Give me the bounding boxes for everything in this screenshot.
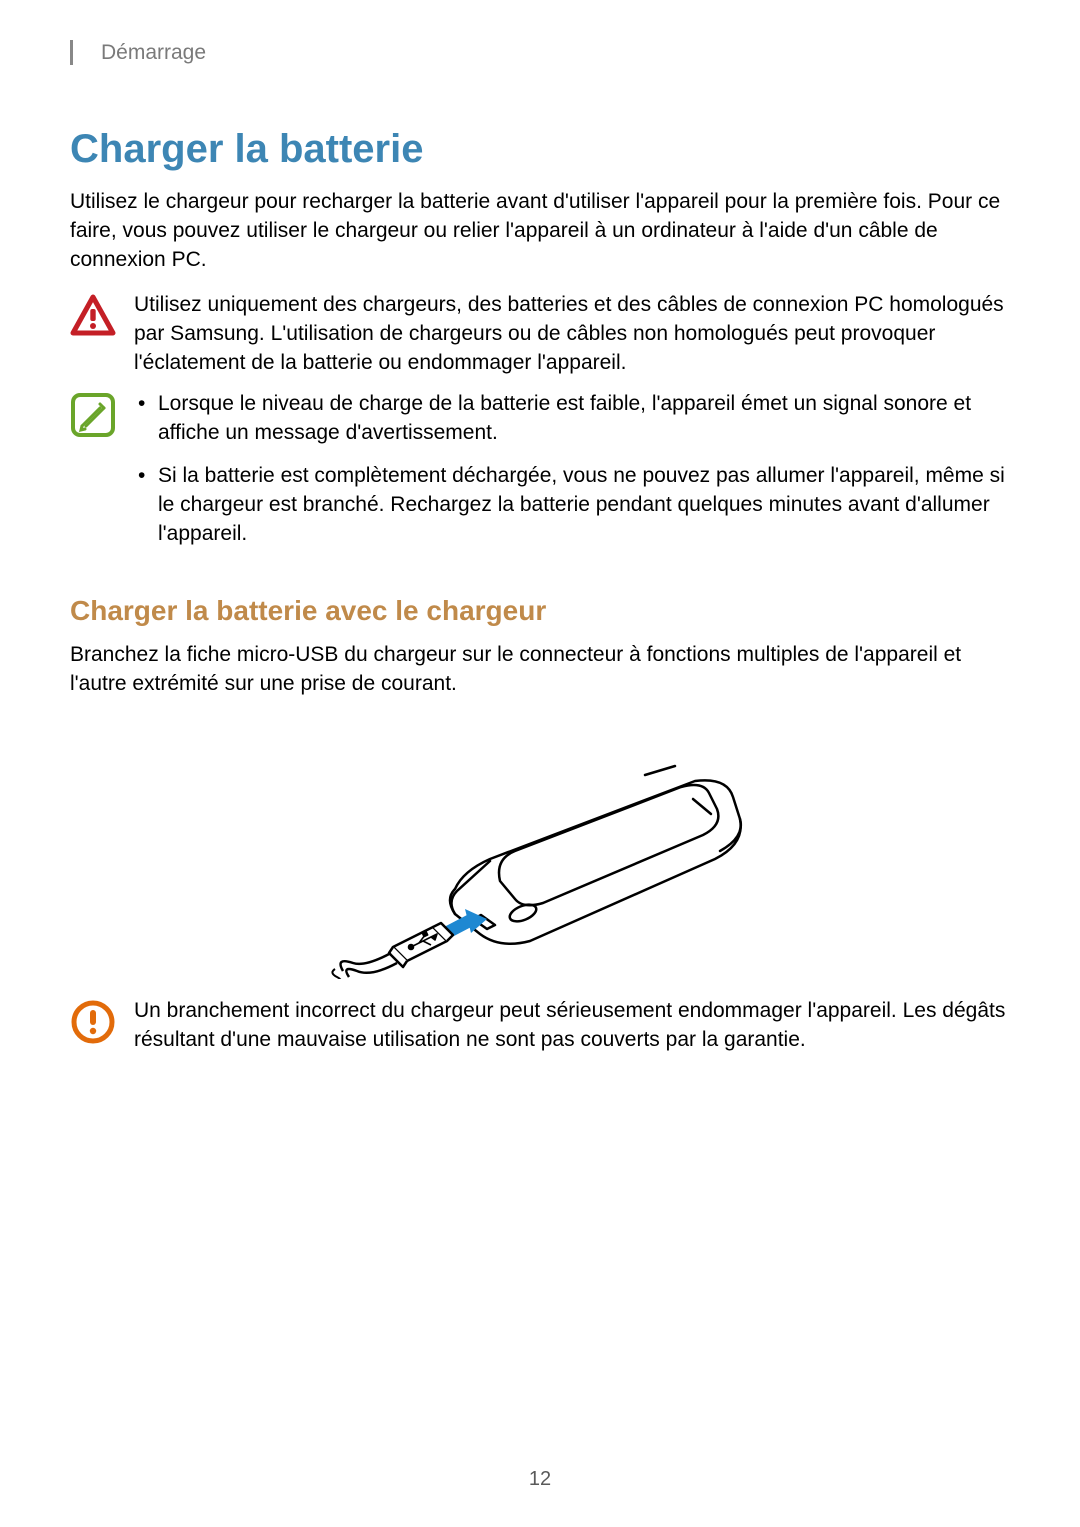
note-item: Si la batterie est complètement déchargé… bbox=[134, 462, 1010, 549]
caution-text: Un branchement incorrect du chargeur peu… bbox=[134, 997, 1010, 1055]
warning-text: Utilisez uniquement des chargeurs, des b… bbox=[134, 291, 1010, 378]
sub-heading: Charger la batterie avec le chargeur bbox=[70, 595, 1010, 627]
note-list: Lorsque le niveau de charge de la batter… bbox=[134, 390, 1010, 549]
intro-paragraph: Utilisez le chargeur pour recharger la b… bbox=[70, 188, 1010, 275]
note-pencil-icon bbox=[70, 392, 116, 438]
warning-callout: Utilisez uniquement des chargeurs, des b… bbox=[70, 291, 1010, 378]
note-body: Lorsque le niveau de charge de la batter… bbox=[134, 390, 1010, 563]
warning-triangle-icon bbox=[70, 293, 116, 339]
section-label: Démarrage bbox=[70, 40, 1010, 65]
page-title: Charger la batterie bbox=[70, 127, 1010, 172]
caution-circle-icon bbox=[70, 999, 116, 1045]
note-callout: Lorsque le niveau de charge de la batter… bbox=[70, 390, 1010, 563]
manual-page: Démarrage Charger la batterie Utilisez l… bbox=[0, 0, 1080, 1527]
note-item: Lorsque le niveau de charge de la batter… bbox=[134, 390, 1010, 448]
charging-diagram bbox=[70, 719, 1010, 979]
caution-callout: Un branchement incorrect du chargeur peu… bbox=[70, 997, 1010, 1055]
page-number: 12 bbox=[0, 1468, 1080, 1491]
sub-intro-paragraph: Branchez la fiche micro-USB du chargeur … bbox=[70, 641, 1010, 699]
